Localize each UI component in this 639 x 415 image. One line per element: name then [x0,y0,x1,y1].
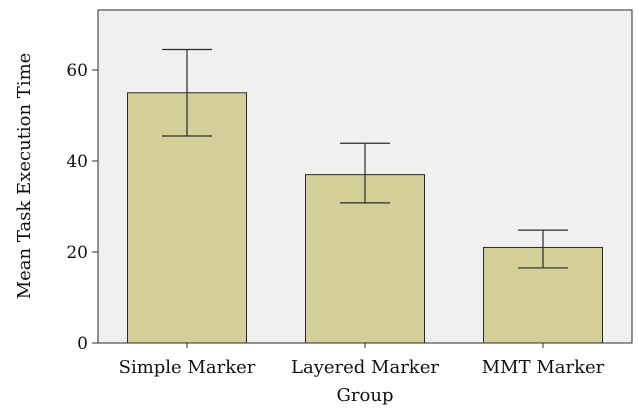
x-axis-title: Group [337,385,394,406]
x-tick-label: MMT Marker [482,357,605,378]
y-axis-title: Mean Task Execution Time [14,53,35,300]
y-tick-label: 0 [77,334,88,354]
x-axis: Simple Marker Layered Marker MMT Marker [119,343,605,378]
error-bar [340,142,390,204]
y-tick-label: 20 [66,243,88,263]
error-bar [162,48,212,137]
y-tick-label: 40 [66,152,88,172]
y-tick-label: 60 [66,61,88,81]
x-tick-label: Simple Marker [119,357,256,378]
x-tick-label: Layered Marker [291,357,439,378]
error-bar [518,229,568,269]
y-axis: 0 20 40 60 [66,61,98,354]
